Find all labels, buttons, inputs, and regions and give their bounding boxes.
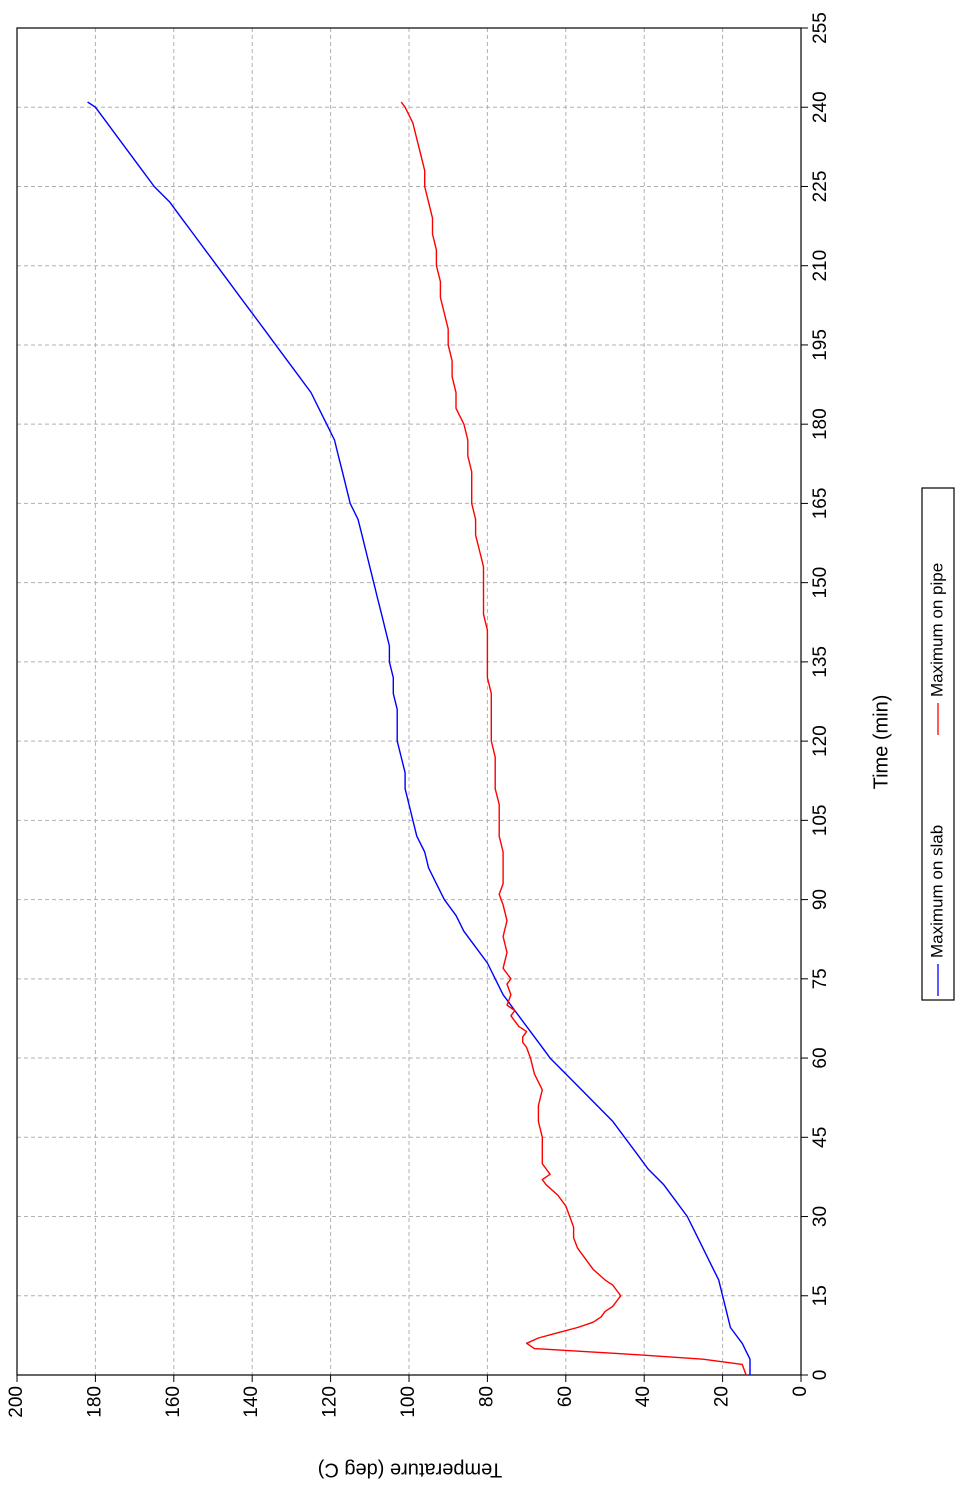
x-tick-label-75: 75	[810, 968, 831, 989]
y-tick-label-180: 180	[84, 1386, 105, 1418]
y-tick-label-20: 20	[712, 1386, 733, 1407]
y-tick-label-60: 60	[555, 1386, 576, 1407]
x-tick-label-195: 195	[810, 329, 831, 361]
x-tick-label-45: 45	[810, 1127, 831, 1148]
x-tick-label-180: 180	[810, 408, 831, 440]
y-tick-label-200: 200	[6, 1386, 27, 1418]
legend-box	[921, 487, 955, 1001]
y-tick-label-120: 120	[320, 1386, 341, 1418]
y-tick-label-140: 140	[241, 1386, 262, 1418]
series-line-maximum-on-slab	[87, 101, 751, 1375]
series-line-maximum-on-pipe	[400, 101, 747, 1376]
x-tick-label-15: 15	[810, 1285, 831, 1306]
x-tick-label-240: 240	[810, 91, 831, 123]
x-tick-label-0: 0	[810, 1370, 831, 1381]
y-tick-label-100: 100	[398, 1386, 419, 1418]
x-tick-label-30: 30	[810, 1206, 831, 1227]
x-axis-title: Time (min)	[870, 695, 892, 790]
y-axis-title: Temperature (deg C)	[318, 1459, 503, 1481]
legend-label-slab: Maximum on slab	[927, 825, 946, 958]
legend: Maximum on slab Maximum on pipe	[921, 487, 955, 1001]
x-tick-label-60: 60	[810, 1047, 831, 1068]
series-lines	[87, 101, 751, 1376]
x-tick-label-165: 165	[810, 488, 831, 520]
x-tick-label-225: 225	[810, 171, 831, 203]
x-tick-label-105: 105	[810, 805, 831, 837]
x-tick-label-210: 210	[810, 250, 831, 282]
plot-area	[16, 27, 802, 1376]
y-tick-label-0: 0	[790, 1386, 811, 1397]
x-tick-label-120: 120	[810, 725, 831, 757]
y-tick-label-80: 80	[476, 1386, 497, 1407]
x-tick-label-150: 150	[810, 567, 831, 599]
axis-tick-labels: 0 15 30 45 60 75 90 105 120 135 150 165 180 195 210 225…	[6, 12, 831, 1418]
y-tick-label-40: 40	[633, 1386, 654, 1407]
y-tick-label-160: 160	[163, 1386, 184, 1418]
x-tick-label-135: 135	[810, 646, 831, 678]
x-tick-label-255: 255	[810, 12, 831, 44]
legend-label-pipe: Maximum on pipe	[927, 563, 946, 697]
x-tick-label-90: 90	[810, 889, 831, 910]
